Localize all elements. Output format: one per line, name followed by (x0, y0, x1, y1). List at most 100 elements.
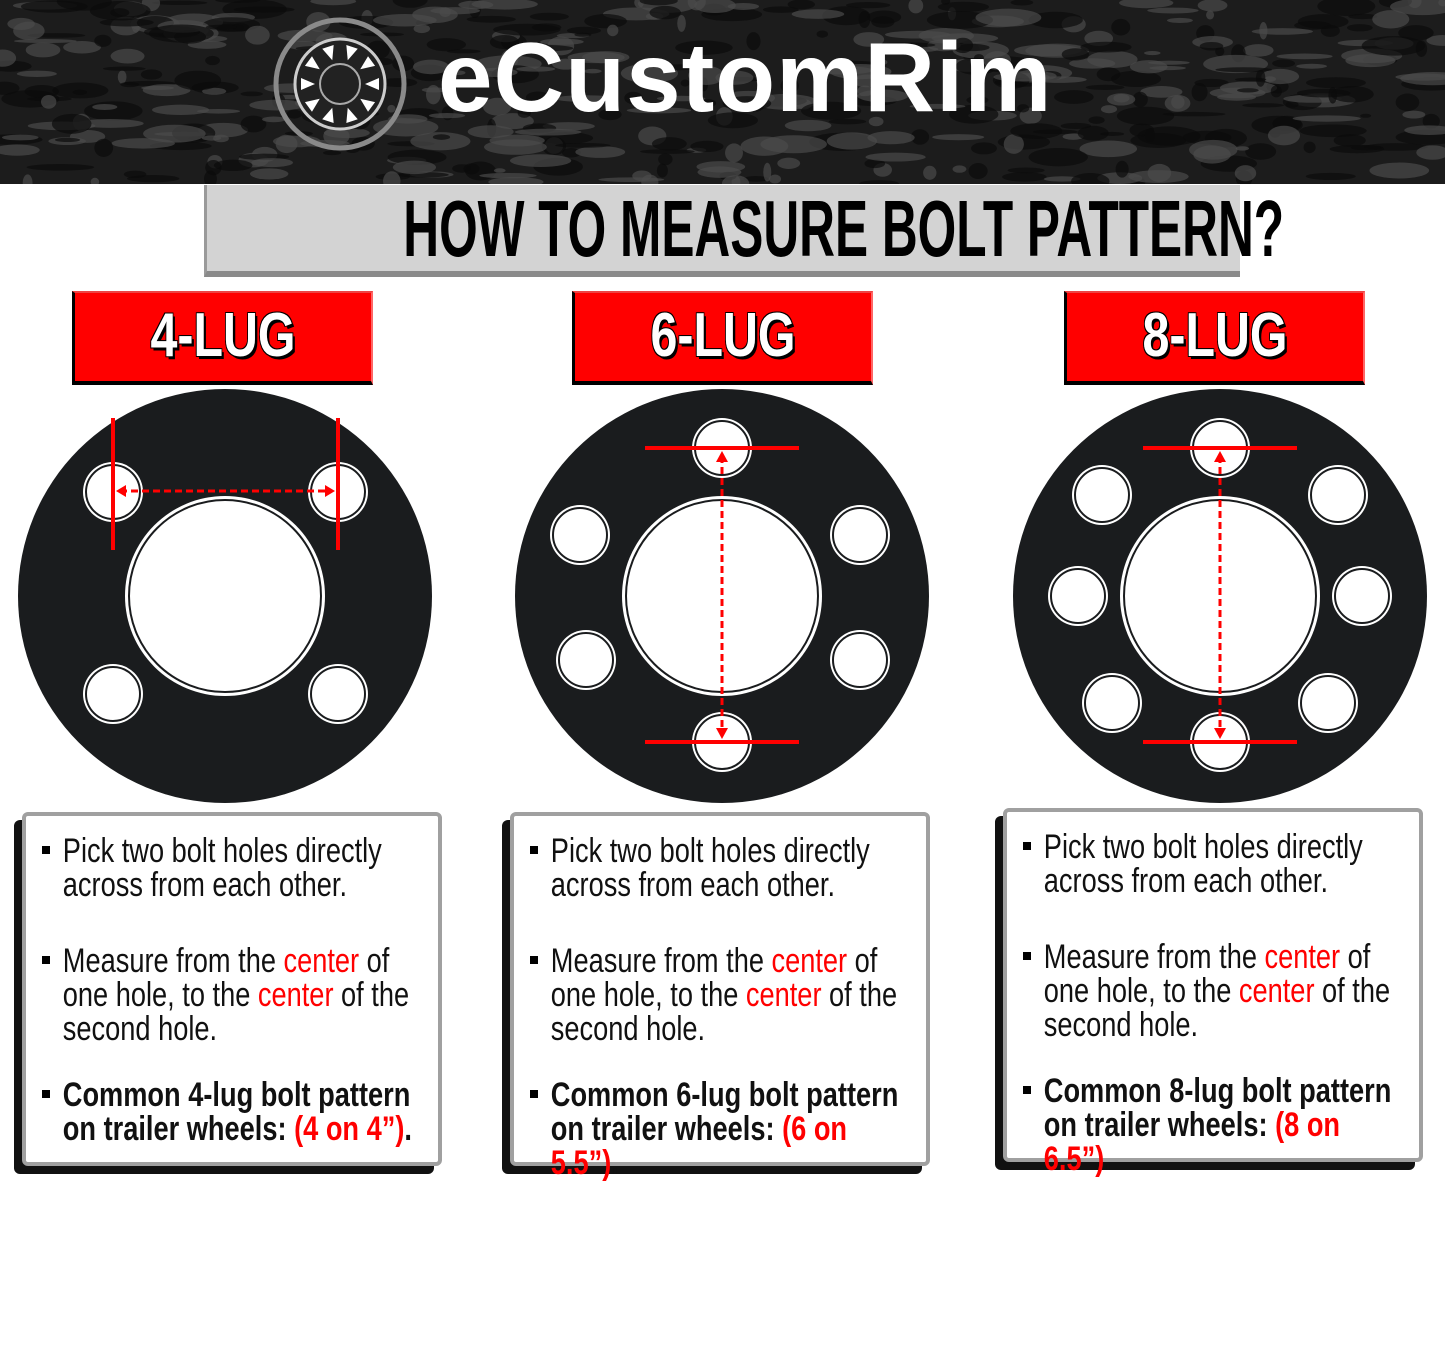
bullet-marker (42, 956, 50, 964)
texture-blot (1140, 86, 1183, 98)
texture-blot (687, 0, 706, 11)
texture-blot (1395, 73, 1445, 81)
texture-blot (826, 132, 878, 150)
bullet-marker (1023, 952, 1031, 960)
texture-blot (1426, 35, 1445, 46)
texture-blot (467, 125, 514, 139)
texture-blot (784, 119, 832, 132)
texture-blot (762, 6, 799, 13)
texture-blot (1017, 104, 1030, 113)
texture-blot (0, 81, 20, 95)
texture-blot (725, 143, 743, 163)
texture-blot (140, 69, 163, 80)
bolt-hole (1048, 566, 1108, 626)
texture-blot (1206, 10, 1215, 20)
texture-blot (1166, 17, 1193, 23)
texture-blot (16, 70, 57, 78)
texture-blot (555, 142, 611, 148)
texture-blot (598, 177, 665, 183)
texture-blot (1077, 125, 1109, 141)
bullet-text: Pick two bolt holes directly across from… (1023, 830, 1411, 898)
text-segment: . (404, 1110, 412, 1148)
texture-blot (151, 0, 208, 5)
texture-blot (493, 168, 506, 173)
header-banner: eCustomRim (0, 0, 1445, 184)
texture-blot (769, 174, 782, 184)
texture-blot (1087, 50, 1138, 68)
texture-blot (215, 0, 261, 3)
info-box-8-lug: Pick two bolt holes directly across from… (1003, 808, 1423, 1176)
texture-blot (927, 39, 961, 52)
texture-blot (620, 63, 679, 84)
texture-blot (1115, 160, 1129, 178)
bolt-hole-ring (1334, 568, 1390, 624)
texture-blot (1245, 143, 1277, 160)
texture-blot (1329, 145, 1385, 154)
title-bar: HOW TO MEASURE BOLT PATTERN? (204, 185, 1284, 277)
texture-blot (649, 5, 681, 20)
texture-blot (509, 154, 572, 167)
texture-blot (387, 104, 396, 113)
bolt-hole (1072, 465, 1132, 525)
texture-blot (92, 104, 118, 111)
texture-blot (1251, 28, 1313, 35)
texture-blot (715, 70, 754, 85)
label-6-lug: 6-LUG (572, 291, 873, 385)
texture-blot (1360, 113, 1372, 118)
texture-blot (755, 68, 771, 87)
texture-blot (40, 95, 57, 109)
texture-blot (63, 40, 101, 54)
texture-blot (853, 32, 885, 47)
texture-blot (868, 116, 884, 127)
texture-blot (639, 0, 678, 6)
texture-blot (117, 70, 127, 84)
texture-blot (1276, 53, 1333, 60)
bullet-item: Common 4-lug bolt pattern on trailer whe… (42, 1078, 430, 1146)
texture-blot (541, 136, 567, 156)
texture-blot (1189, 139, 1238, 160)
texture-blot (829, 63, 892, 80)
texture-blot (1110, 70, 1162, 88)
texture-blot (688, 65, 725, 85)
bullet-text: Measure from the center of one hole, to … (1023, 940, 1411, 1042)
texture-blot (663, 64, 697, 71)
texture-blot (410, 132, 471, 151)
texture-blot (993, 72, 1050, 82)
texture-blot (909, 103, 966, 109)
texture-blot (937, 1, 989, 13)
texture-blot (910, 129, 930, 145)
texture-blot (425, 85, 441, 105)
texture-blot (323, 150, 342, 156)
texture-blot (540, 38, 584, 45)
texture-blot (202, 87, 227, 95)
texture-blot (84, 101, 143, 121)
texture-blot (0, 144, 40, 156)
texture-blot (508, 44, 574, 52)
texture-blot (1346, 24, 1373, 32)
texture-blot (428, 113, 466, 119)
texture-blot (1294, 21, 1332, 30)
texture-blot (876, 59, 888, 66)
texture-blot (1003, 134, 1024, 154)
texture-blot (968, 162, 988, 180)
texture-blot (1263, 76, 1276, 82)
texture-blot (952, 165, 967, 173)
texture-blot (780, 78, 799, 94)
bullet-item: Pick two bolt holes directly across from… (1023, 830, 1411, 898)
texture-blot (392, 160, 437, 175)
texture-blot (1199, 41, 1224, 51)
bolt-hole (830, 505, 890, 565)
bullet-text: Common 6-lug bolt pattern on trailer whe… (530, 1078, 918, 1180)
text-segment: of one hole, to the (1043, 938, 1371, 1010)
texture-blot (25, 42, 61, 58)
texture-blot (387, 149, 447, 165)
texture-blot (1144, 128, 1156, 143)
texture-blot (1060, 122, 1092, 130)
texture-blot (1217, 93, 1256, 101)
text-segment: of one hole, to the (550, 942, 878, 1014)
texture-blot (787, 0, 816, 10)
texture-blot (697, 166, 742, 178)
texture-blot (607, 24, 619, 37)
center-hole (622, 496, 822, 696)
texture-blot (233, 6, 295, 13)
